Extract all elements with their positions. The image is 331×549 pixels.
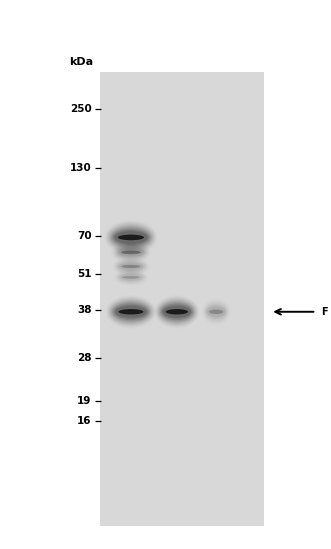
Text: 19: 19 [77, 396, 92, 406]
Text: 28: 28 [77, 353, 92, 363]
Text: 16: 16 [77, 417, 92, 427]
Ellipse shape [110, 226, 152, 249]
Ellipse shape [163, 306, 191, 318]
Ellipse shape [158, 300, 196, 324]
Ellipse shape [118, 309, 143, 315]
Text: kDa: kDa [69, 57, 93, 67]
Ellipse shape [209, 310, 223, 314]
Ellipse shape [112, 228, 150, 246]
Bar [100, 72, 264, 526]
Ellipse shape [113, 304, 149, 320]
Ellipse shape [109, 225, 153, 250]
Ellipse shape [121, 265, 140, 268]
Ellipse shape [111, 227, 151, 248]
Text: 51: 51 [77, 269, 92, 279]
Text: 250: 250 [70, 104, 92, 114]
Ellipse shape [109, 299, 153, 325]
Ellipse shape [122, 276, 140, 279]
Ellipse shape [115, 231, 147, 244]
Text: 130: 130 [70, 163, 92, 172]
Ellipse shape [118, 248, 143, 256]
Ellipse shape [114, 305, 148, 319]
Ellipse shape [160, 302, 194, 321]
Text: F: F [321, 307, 328, 317]
Ellipse shape [111, 301, 151, 323]
Ellipse shape [118, 234, 144, 240]
Ellipse shape [116, 306, 147, 318]
Ellipse shape [166, 309, 188, 315]
Ellipse shape [121, 250, 141, 254]
Ellipse shape [157, 299, 197, 325]
Ellipse shape [114, 230, 149, 245]
Text: 38: 38 [77, 305, 92, 316]
Ellipse shape [112, 302, 150, 321]
Ellipse shape [161, 304, 193, 320]
Ellipse shape [108, 223, 154, 251]
Ellipse shape [162, 305, 192, 319]
Ellipse shape [159, 301, 195, 323]
Ellipse shape [110, 300, 152, 324]
Text: 70: 70 [77, 231, 92, 240]
